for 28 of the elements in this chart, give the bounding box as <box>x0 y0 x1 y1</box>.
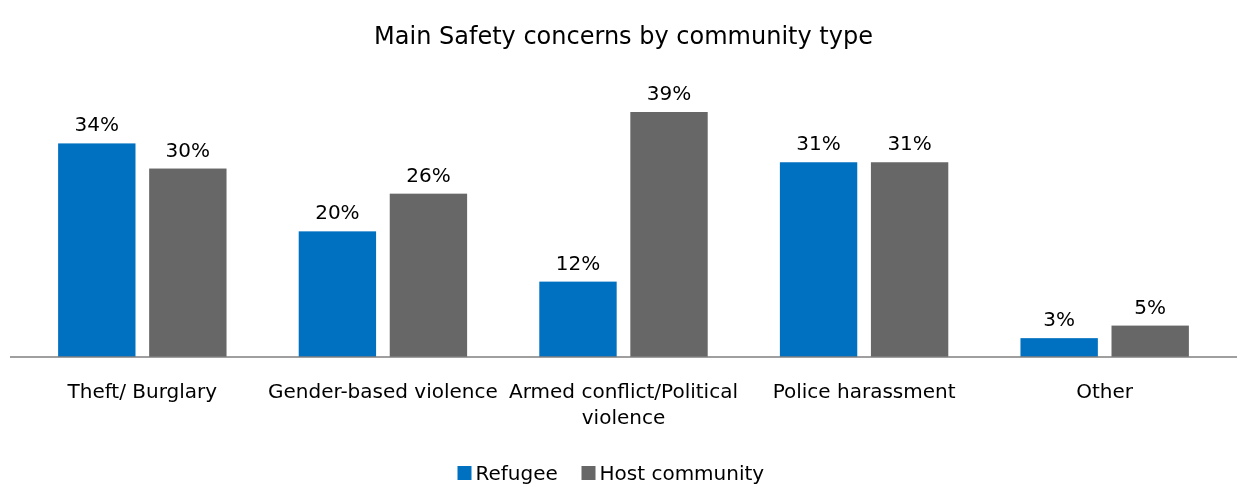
data-label: 3% <box>1043 307 1076 332</box>
data-label: 12% <box>555 250 601 275</box>
chart-title: Main Safety concerns by community type <box>374 22 873 50</box>
data-label: 26% <box>406 162 451 187</box>
bar <box>779 162 858 357</box>
data-label: 31% <box>796 131 841 156</box>
x-tick-label: Gender-based violence <box>267 379 498 403</box>
bar <box>58 143 136 357</box>
legend-label: Refugee <box>475 461 558 485</box>
data-label: 5% <box>1134 294 1167 319</box>
data-label: 39% <box>646 81 692 105</box>
bar <box>298 231 377 357</box>
data-label: 30% <box>165 137 211 162</box>
bar <box>870 162 949 357</box>
x-tick-label: Other <box>1076 379 1134 403</box>
data-label: 20% <box>315 200 360 225</box>
bar <box>1111 325 1189 357</box>
legend-label: Host community <box>599 461 765 485</box>
data-label: 31% <box>887 131 932 156</box>
bar <box>1020 338 1098 357</box>
data-label: 34% <box>74 112 120 137</box>
bar <box>630 112 708 357</box>
bar <box>149 168 227 357</box>
x-tick-label: Police harassment <box>772 379 956 403</box>
bar <box>389 193 468 357</box>
bar <box>539 281 617 357</box>
x-tick-label: Theft/ Burglary <box>66 379 218 403</box>
x-tick-label: Armed conflict/Political violence <box>509 379 738 429</box>
